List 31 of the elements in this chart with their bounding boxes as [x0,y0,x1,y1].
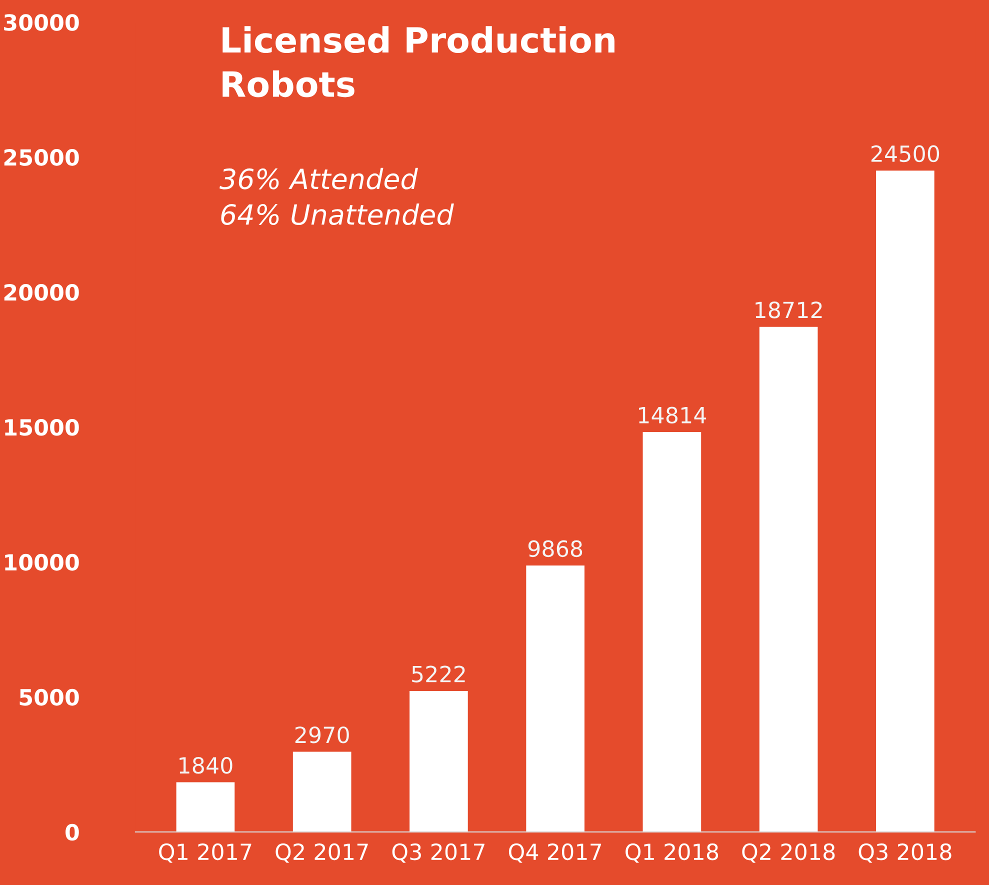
x-tick-label: Q3 2018 [858,843,952,863]
data-label: 14814 [639,406,706,424]
y-tick-label: 15000 [5,418,79,436]
x-tick-label: Q4 2017 [508,843,602,863]
y-tick-label: 20000 [4,284,79,301]
y-tick-label: 0 [66,824,79,841]
bar [176,782,235,832]
bar [876,170,934,832]
bar [292,752,352,832]
x-tick-label: Q2 2017 [276,843,368,863]
x-tick-label: Q3 2017 [392,843,484,863]
y-tick-label: 25000 [4,149,79,166]
data-label: 9868 [528,540,582,558]
bar [759,326,818,832]
bar [410,690,468,832]
annotation: 36% Attended [220,168,418,190]
x-tick-label: Q2 2018 [742,843,835,863]
text: Licensed Production Robots [222,26,614,98]
y-tick-label: 30000 [4,14,79,31]
x-tick-label: Q1 2018 [626,843,718,863]
x-tick-label: Q1 2017 [159,843,252,863]
bar [642,432,702,832]
data-label: 1840 [180,756,232,774]
annotation: 64% Unattended [221,204,454,226]
y-tick-label: 10000 [5,554,79,571]
y-tick-label: 5000 [20,688,79,706]
data-label: 18712 [756,302,822,318]
bar [526,566,584,832]
data-label: 5222 [412,666,465,682]
data-label: 24500 [871,145,940,162]
data-label: 2970 [295,726,349,744]
